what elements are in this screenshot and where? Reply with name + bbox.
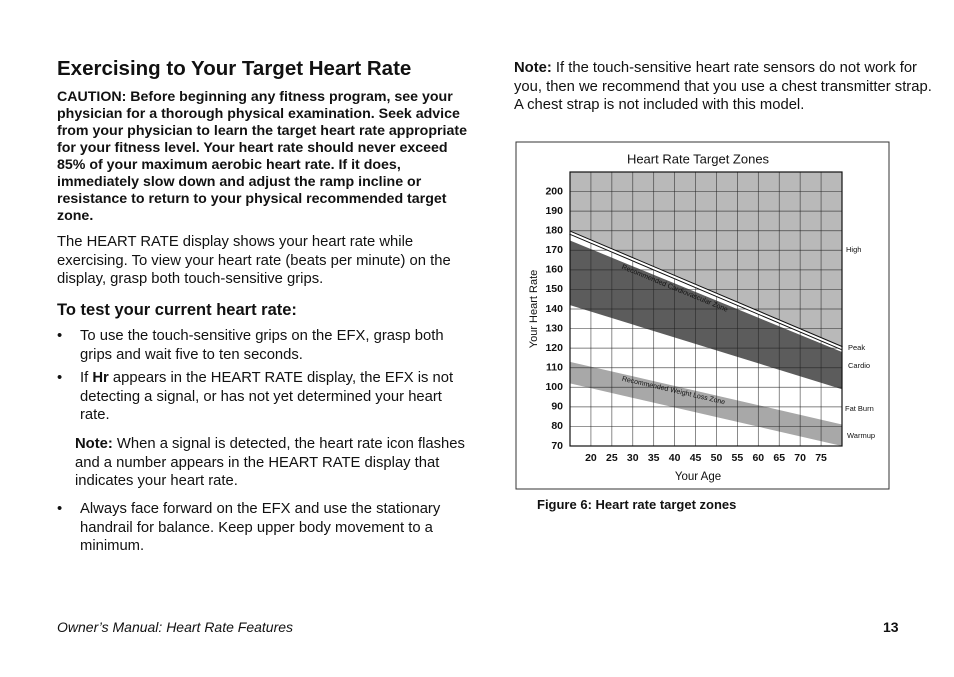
y-tick-label: 120 bbox=[545, 342, 563, 354]
y-tick-label: 150 bbox=[545, 283, 563, 295]
x-tick-label: 50 bbox=[711, 452, 723, 464]
bold-text: Hr bbox=[92, 370, 109, 386]
x-tick-label: 75 bbox=[815, 452, 827, 464]
x-tick-label: 20 bbox=[585, 452, 597, 464]
y-tick-label: 170 bbox=[545, 244, 563, 256]
bullet: • bbox=[57, 501, 63, 517]
note-text: When a signal is detected, the heart rat… bbox=[75, 436, 465, 490]
caption: Figure 6: Heart rate target zones bbox=[537, 497, 737, 512]
zone-label: Peak bbox=[848, 343, 865, 352]
zone-label: High bbox=[846, 245, 861, 254]
max-line bbox=[569, 231, 843, 350]
y-tick-label: 80 bbox=[551, 420, 563, 432]
bullet: • bbox=[57, 370, 63, 386]
note: Note: When a signal is detected, the hea… bbox=[75, 435, 475, 491]
y-tick-label: 140 bbox=[545, 303, 563, 315]
x-tick-label: 25 bbox=[606, 452, 618, 464]
x-tick-label: 70 bbox=[794, 452, 806, 464]
plot-border bbox=[569, 171, 843, 447]
note-label: Note: bbox=[75, 436, 113, 452]
x-tick-label: 65 bbox=[773, 452, 785, 464]
y-tick-label: 110 bbox=[546, 361, 563, 373]
y-tick-label: 100 bbox=[545, 381, 563, 393]
note-label: Note: bbox=[514, 60, 552, 76]
y-tick-label: 90 bbox=[551, 401, 563, 413]
text: If bbox=[80, 370, 93, 386]
page-number: 13 bbox=[883, 619, 899, 635]
zone-band bbox=[570, 361, 842, 446]
note: Note: If the touch-sensitive heart rate … bbox=[514, 59, 934, 115]
bullet-text: To use the touch-sensitive grips on the … bbox=[80, 328, 444, 363]
y-tick-label: 180 bbox=[545, 224, 563, 236]
bullet-text: Always face forward on the EFX and use t… bbox=[80, 501, 441, 555]
footer: Owner’s Manual: Heart Rate Features bbox=[57, 619, 294, 635]
x-tick-label: 55 bbox=[732, 452, 744, 464]
title: Exercising to Your Target Heart Rate bbox=[57, 57, 412, 80]
note-text: If the touch-sensitive heart rate sensor… bbox=[514, 60, 932, 114]
paragraph: The HEART RATE display shows your heart … bbox=[57, 234, 451, 288]
zone-band bbox=[570, 240, 842, 390]
caution: CAUTION: Before beginning any fitness pr… bbox=[57, 89, 467, 224]
zone-label: Fat Burn bbox=[845, 404, 874, 413]
x-axis-label: Your Age bbox=[675, 471, 721, 483]
x-tick-label: 60 bbox=[752, 452, 764, 464]
x-tick-label: 40 bbox=[669, 452, 681, 464]
chart-frame bbox=[515, 141, 890, 490]
x-tick-label: 35 bbox=[648, 452, 660, 464]
text: appears in the HEART RATE display, the E… bbox=[80, 370, 454, 424]
y-tick-label: 190 bbox=[545, 205, 563, 217]
bullet: • bbox=[57, 328, 63, 344]
zone-label: Warmup bbox=[847, 431, 875, 440]
bullet-text: If Hr appears in the HEART RATE display,… bbox=[80, 369, 475, 425]
y-tick-label: 160 bbox=[545, 264, 563, 276]
zone-label: Cardio bbox=[848, 361, 870, 370]
y-tick-label: 200 bbox=[545, 185, 563, 197]
x-tick-label: 30 bbox=[627, 452, 639, 464]
y-tick-label: 70 bbox=[551, 440, 563, 452]
y-tick-label: 130 bbox=[545, 322, 563, 334]
y-axis-label: Your Heart Rate bbox=[528, 270, 540, 348]
chart-title: Heart Rate Target Zones bbox=[627, 151, 770, 166]
heading: To test your current heart rate: bbox=[57, 301, 297, 319]
x-tick-label: 45 bbox=[690, 452, 702, 464]
